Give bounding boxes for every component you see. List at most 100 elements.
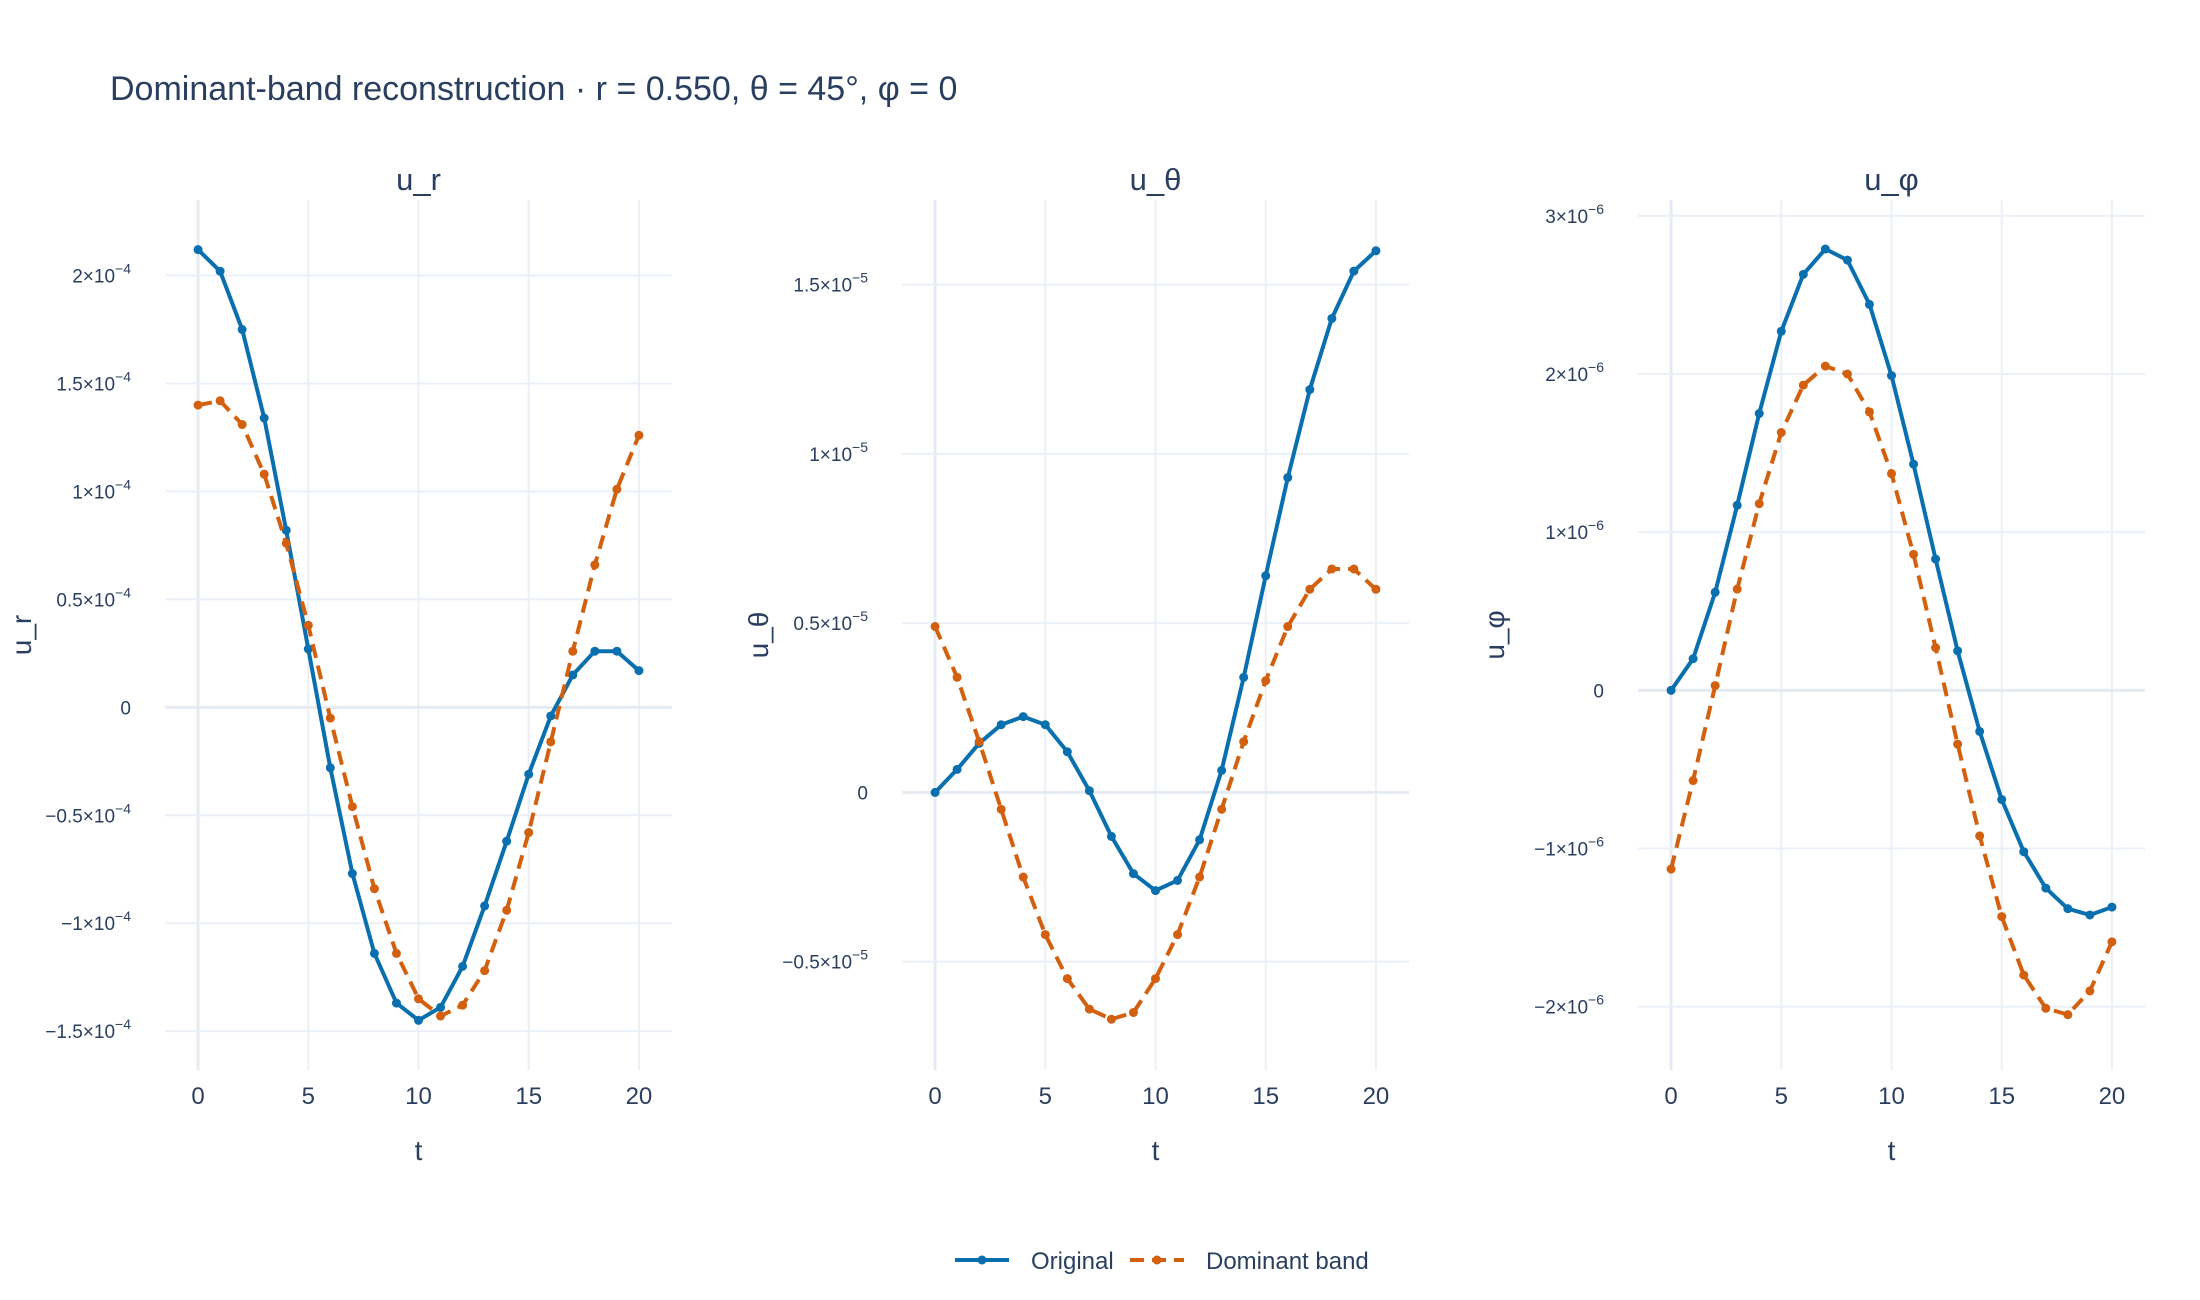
data-point xyxy=(1040,930,1050,940)
data-point xyxy=(634,666,644,676)
data-point xyxy=(1305,584,1315,594)
data-point xyxy=(524,769,534,779)
x-tick-label: 15 xyxy=(1988,1083,2015,1110)
chart-title: Dominant-band reconstruction · r = 0.550… xyxy=(110,70,957,108)
data-point xyxy=(1842,369,1852,379)
data-point xyxy=(1371,246,1381,256)
data-point xyxy=(1327,313,1337,323)
data-point xyxy=(568,646,578,656)
x-tick-label: 20 xyxy=(2099,1083,2126,1110)
y-axis-label: u_θ xyxy=(743,612,774,659)
data-point xyxy=(1798,269,1808,279)
data-point xyxy=(436,1011,446,1021)
y-tick-label: −0.5×10−4 xyxy=(45,800,131,827)
data-point xyxy=(1887,371,1896,381)
data-point xyxy=(590,646,600,656)
data-point xyxy=(1217,765,1227,775)
data-point xyxy=(1106,1014,1116,1024)
data-point xyxy=(1128,1007,1138,1017)
data-point xyxy=(480,901,490,911)
data-point xyxy=(1776,326,1786,336)
data-point xyxy=(259,469,269,479)
data-point xyxy=(524,828,534,838)
legend-label: Original xyxy=(1031,1248,1114,1275)
y-axis-label: u_φ xyxy=(1479,610,1510,659)
data-point xyxy=(590,560,600,570)
data-point xyxy=(347,869,357,879)
subplot-3: 0 5 10 15 20 −2×10−6 −1×10−6 0 1×10−6 2×10−6 3×10−… xyxy=(1479,162,2145,1166)
data-point xyxy=(1975,726,1985,736)
data-point xyxy=(1062,974,1072,984)
x-tick-label: 10 xyxy=(1878,1083,1905,1110)
x-tick-label: 10 xyxy=(1142,1083,1169,1110)
data-point xyxy=(1953,646,1963,656)
data-point xyxy=(1128,869,1138,879)
data-point xyxy=(391,998,401,1008)
data-point xyxy=(325,713,335,723)
subplot-title: u_θ xyxy=(1130,162,1182,197)
data-point xyxy=(436,1002,446,1012)
data-point xyxy=(974,737,984,747)
data-point xyxy=(303,644,313,654)
data-point xyxy=(546,711,556,721)
data-point xyxy=(215,396,225,406)
data-point xyxy=(1710,681,1720,691)
y-tick-label: 0.5×10−4 xyxy=(56,584,131,611)
data-point xyxy=(2085,986,2095,996)
x-tick-label: 0 xyxy=(191,1083,204,1110)
series-line-dominant-band xyxy=(197,398,641,1018)
data-point xyxy=(281,525,291,535)
legend-label: Dominant band xyxy=(1206,1248,1369,1275)
x-tick-label: 0 xyxy=(928,1083,941,1110)
data-point xyxy=(1798,380,1808,390)
y-tick-label: 1×10−4 xyxy=(72,476,131,503)
data-point xyxy=(2063,904,2073,914)
data-point xyxy=(612,646,622,656)
y-tick-label: −1×10−6 xyxy=(1534,834,1604,861)
data-point xyxy=(1732,584,1742,594)
y-tick-label: 2×10−4 xyxy=(72,261,131,288)
data-point xyxy=(1173,875,1183,885)
data-point xyxy=(1864,407,1874,417)
data-point xyxy=(1864,299,1874,309)
y-tick-label: 2×10−6 xyxy=(1545,359,1604,386)
data-point xyxy=(1997,912,2007,922)
data-point xyxy=(1106,831,1116,841)
data-point xyxy=(2107,902,2117,912)
data-point xyxy=(458,961,468,971)
data-point xyxy=(1327,564,1337,574)
data-point xyxy=(1887,469,1896,479)
data-point xyxy=(215,266,225,276)
data-point xyxy=(325,763,335,773)
data-point xyxy=(930,622,940,632)
x-tick-label: 20 xyxy=(626,1083,653,1110)
x-tick-label: 5 xyxy=(302,1083,315,1110)
data-point xyxy=(546,737,556,747)
data-point xyxy=(568,670,578,680)
y-tick-label: −2×10−6 xyxy=(1534,992,1604,1019)
data-point xyxy=(1710,587,1720,597)
x-tick-label: 15 xyxy=(515,1083,542,1110)
data-point xyxy=(193,400,203,410)
data-point xyxy=(952,672,962,682)
y-tick-label: 0.5×10−5 xyxy=(793,608,868,635)
data-point xyxy=(1151,974,1160,984)
data-point xyxy=(1820,361,1830,371)
data-point xyxy=(1931,554,1941,564)
data-point xyxy=(1842,255,1852,265)
series-line-dominant-band xyxy=(933,567,1378,1022)
data-point xyxy=(281,538,291,548)
data-point xyxy=(2085,910,2095,920)
data-point xyxy=(2019,847,2029,857)
data-point xyxy=(237,325,247,335)
data-point xyxy=(502,905,512,915)
y-tick-label: 3×10−6 xyxy=(1545,201,1604,228)
data-point xyxy=(1173,930,1183,940)
data-point xyxy=(1239,737,1249,747)
data-point xyxy=(952,764,962,774)
data-point xyxy=(1062,747,1072,757)
y-tick-label: −1×10−4 xyxy=(61,908,131,935)
data-point xyxy=(1776,428,1786,438)
data-point xyxy=(1283,622,1293,632)
